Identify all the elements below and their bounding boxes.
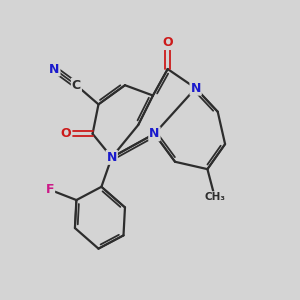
Text: O: O (61, 127, 71, 140)
Text: N: N (49, 62, 59, 76)
Text: F: F (46, 183, 54, 196)
Text: N: N (106, 151, 117, 164)
Text: O: O (162, 36, 173, 49)
Text: CH₃: CH₃ (204, 192, 225, 202)
Text: N: N (190, 82, 201, 95)
Text: C: C (72, 79, 81, 92)
Text: N: N (149, 127, 160, 140)
